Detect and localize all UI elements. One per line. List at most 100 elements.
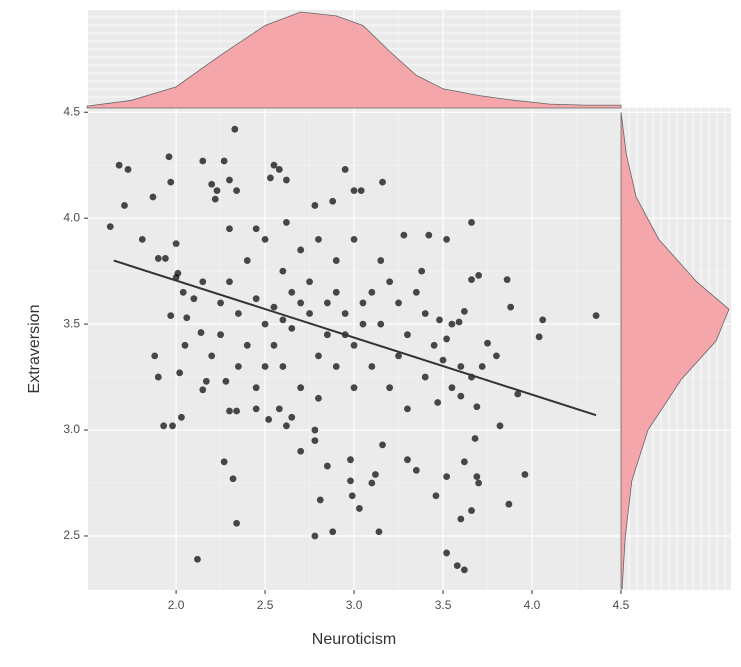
point bbox=[226, 225, 233, 233]
point bbox=[243, 341, 251, 349]
point bbox=[473, 403, 481, 411]
point bbox=[162, 255, 169, 262]
point bbox=[229, 475, 237, 483]
point bbox=[124, 166, 132, 173]
point bbox=[167, 312, 175, 320]
point bbox=[315, 352, 322, 360]
point bbox=[138, 235, 146, 243]
point bbox=[347, 477, 354, 485]
point bbox=[514, 390, 522, 398]
point bbox=[386, 384, 394, 392]
point bbox=[176, 369, 184, 377]
y-tick-label: 2.5 bbox=[63, 528, 80, 542]
point bbox=[475, 271, 483, 279]
point bbox=[372, 471, 379, 478]
point bbox=[359, 320, 367, 328]
x-tick-label: 2.0 bbox=[168, 598, 185, 612]
point bbox=[149, 193, 157, 201]
point bbox=[226, 278, 233, 286]
point bbox=[252, 405, 260, 413]
point bbox=[323, 462, 331, 470]
point bbox=[275, 405, 283, 413]
point bbox=[234, 363, 242, 370]
point bbox=[279, 363, 287, 370]
x-tick-label: 4.5 bbox=[613, 598, 630, 612]
point bbox=[468, 507, 475, 514]
point bbox=[368, 363, 376, 370]
point bbox=[199, 157, 207, 165]
point bbox=[233, 187, 240, 195]
point bbox=[521, 471, 529, 478]
point bbox=[436, 316, 443, 324]
point bbox=[311, 426, 319, 434]
point bbox=[288, 288, 296, 296]
point bbox=[350, 235, 358, 243]
point bbox=[279, 267, 287, 275]
point bbox=[226, 176, 233, 184]
point bbox=[169, 422, 176, 430]
point bbox=[261, 320, 269, 328]
point bbox=[350, 187, 358, 195]
point bbox=[217, 331, 224, 339]
point bbox=[217, 299, 224, 307]
y-tick-label: 4.0 bbox=[63, 210, 80, 224]
point bbox=[234, 310, 242, 317]
point bbox=[443, 335, 450, 343]
point bbox=[332, 363, 340, 370]
point bbox=[183, 314, 191, 322]
point bbox=[267, 174, 274, 182]
x-axis-title: Neuroticism bbox=[312, 631, 396, 648]
point bbox=[222, 377, 230, 385]
point bbox=[350, 384, 358, 392]
point bbox=[323, 331, 331, 339]
y-density bbox=[620, 112, 730, 590]
point bbox=[226, 407, 233, 415]
point bbox=[208, 180, 216, 188]
point bbox=[167, 178, 175, 186]
point bbox=[496, 422, 504, 430]
point bbox=[213, 187, 221, 195]
y-tick-label: 3.5 bbox=[63, 316, 80, 330]
point bbox=[178, 413, 185, 421]
point bbox=[323, 299, 331, 307]
point bbox=[243, 257, 251, 264]
point bbox=[395, 352, 402, 360]
point bbox=[341, 166, 349, 173]
point bbox=[283, 176, 290, 184]
point bbox=[151, 352, 159, 360]
point bbox=[165, 153, 173, 161]
point bbox=[377, 320, 385, 328]
point bbox=[443, 473, 450, 481]
point bbox=[448, 320, 456, 328]
point bbox=[421, 310, 429, 317]
point bbox=[443, 549, 450, 557]
y-tick-label: 4.5 bbox=[63, 104, 80, 118]
point bbox=[439, 356, 447, 364]
point bbox=[468, 219, 475, 226]
point bbox=[507, 303, 515, 311]
point bbox=[279, 316, 287, 324]
point bbox=[457, 363, 465, 370]
point bbox=[359, 299, 367, 307]
point bbox=[160, 422, 168, 430]
point bbox=[197, 329, 205, 336]
point bbox=[453, 562, 461, 570]
point bbox=[233, 407, 240, 415]
point bbox=[211, 195, 219, 203]
point bbox=[115, 161, 123, 169]
point bbox=[448, 384, 456, 392]
point bbox=[332, 257, 340, 264]
point bbox=[261, 363, 269, 370]
point bbox=[265, 416, 273, 423]
point bbox=[434, 399, 442, 406]
point bbox=[297, 384, 305, 392]
point bbox=[270, 303, 278, 311]
point bbox=[181, 341, 189, 349]
point bbox=[478, 363, 486, 370]
point bbox=[484, 339, 491, 347]
y-axis-title: Extraversion bbox=[26, 305, 43, 394]
point bbox=[315, 235, 322, 243]
point bbox=[368, 479, 376, 487]
point bbox=[404, 331, 411, 339]
